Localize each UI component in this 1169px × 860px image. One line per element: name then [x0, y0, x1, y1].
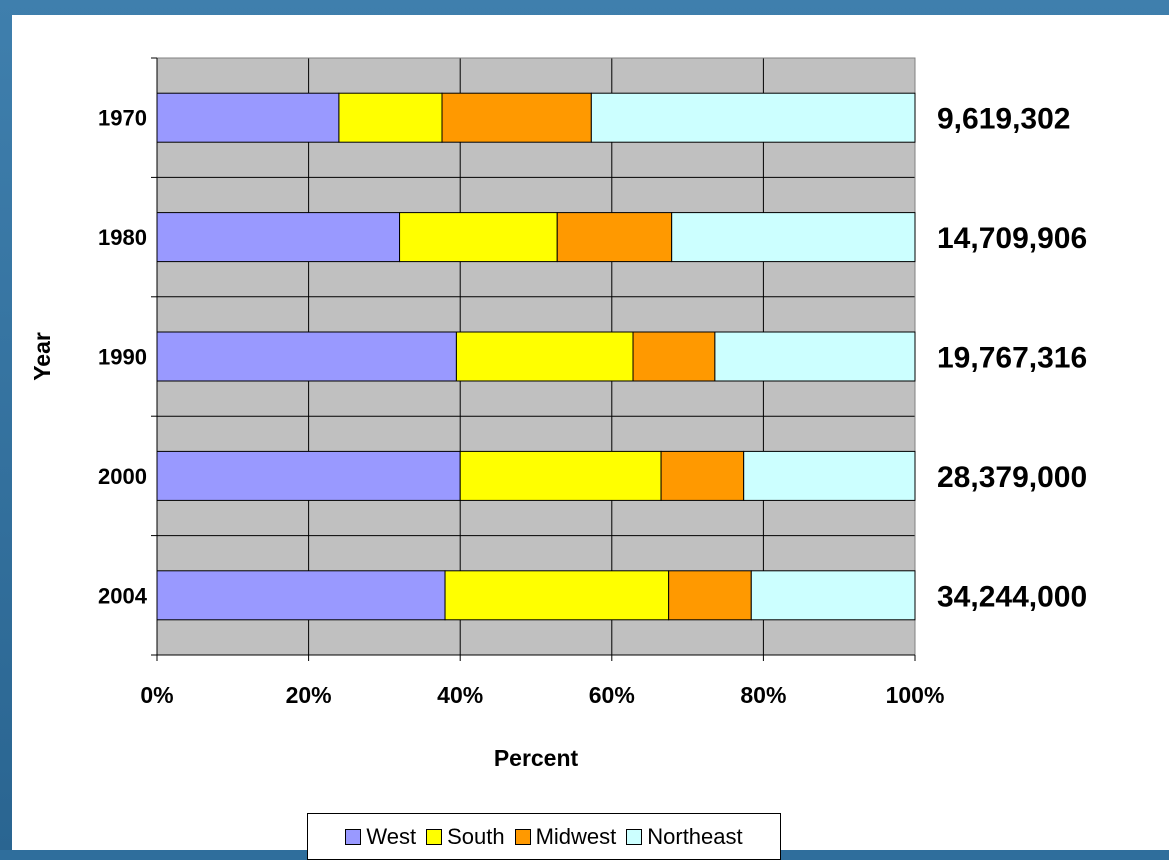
legend-swatch	[626, 828, 643, 845]
bar-south-1980	[399, 212, 558, 263]
bar-midwest-1990	[632, 331, 716, 382]
legend-item-midwest: Midwest	[514, 823, 617, 850]
x-tick-label: 20%	[286, 682, 332, 708]
legend-item-west: West	[345, 824, 416, 850]
x-tick-label: 100%	[886, 682, 945, 708]
bar-northeast-2000	[743, 450, 916, 501]
y-tick-label: 2000	[98, 464, 147, 489]
y-tick-label: 2004	[98, 583, 148, 608]
row-total-label: 14,709,906	[937, 222, 1087, 255]
legend-swatch	[514, 828, 531, 845]
bar-south-2000	[459, 450, 662, 501]
bar-northeast-2004	[750, 570, 916, 621]
row-total-label: 19,767,316	[937, 342, 1087, 375]
bar-west-1990	[156, 331, 457, 382]
legend-swatch	[426, 828, 443, 845]
row-total-label: 9,619,302	[937, 103, 1070, 136]
x-tick-label: 80%	[740, 682, 786, 708]
bar-south-1970	[338, 92, 443, 143]
bar-west-2004	[156, 570, 446, 621]
legend-label: West	[366, 823, 417, 849]
bar-west-1980	[156, 212, 401, 263]
legend-label: South	[447, 823, 505, 849]
chart: 0% 20% 40% 60% 80% 100% 1970 9,619,302 1980 14,70…	[29, 57, 1087, 771]
bar-northeast-1980	[671, 212, 916, 263]
chart-legend: West South Midwest Northeast	[307, 813, 781, 860]
x-tick-label: 0%	[140, 682, 173, 708]
x-axis-title: Percent	[494, 745, 579, 771]
y-tick-label: 1990	[98, 345, 147, 370]
y-axis-title: Year	[29, 332, 55, 381]
bar-south-1990	[455, 331, 634, 382]
y-tick-label: 1980	[98, 225, 147, 250]
bar-west-1970	[156, 92, 340, 143]
bar-northeast-1990	[714, 331, 916, 382]
bar-west-2000	[156, 450, 461, 501]
legend-item-northeast: Northeast	[626, 823, 743, 850]
legend-label: Midwest	[535, 823, 617, 849]
chart-panel: 0% 20% 40% 60% 80% 100% 1970 9,619,302 1980 14,70…	[12, 15, 1169, 860]
row-total-label: 28,379,000	[937, 461, 1087, 494]
x-tick-label: 60%	[589, 682, 635, 708]
bar-midwest-2004	[668, 570, 752, 621]
bar-midwest-1980	[556, 212, 673, 263]
bar-south-2004	[444, 570, 670, 621]
legend-swatch	[345, 828, 362, 845]
legend-label: Northeast	[647, 823, 743, 849]
bar-northeast-1970	[590, 92, 916, 143]
bar-midwest-1970	[441, 92, 592, 143]
y-tick-label: 1970	[98, 106, 147, 131]
x-tick-label: 40%	[437, 682, 483, 708]
legend-item-south: South	[426, 824, 505, 850]
bar-midwest-2000	[660, 450, 745, 501]
row-total-label: 34,244,000	[937, 580, 1087, 613]
